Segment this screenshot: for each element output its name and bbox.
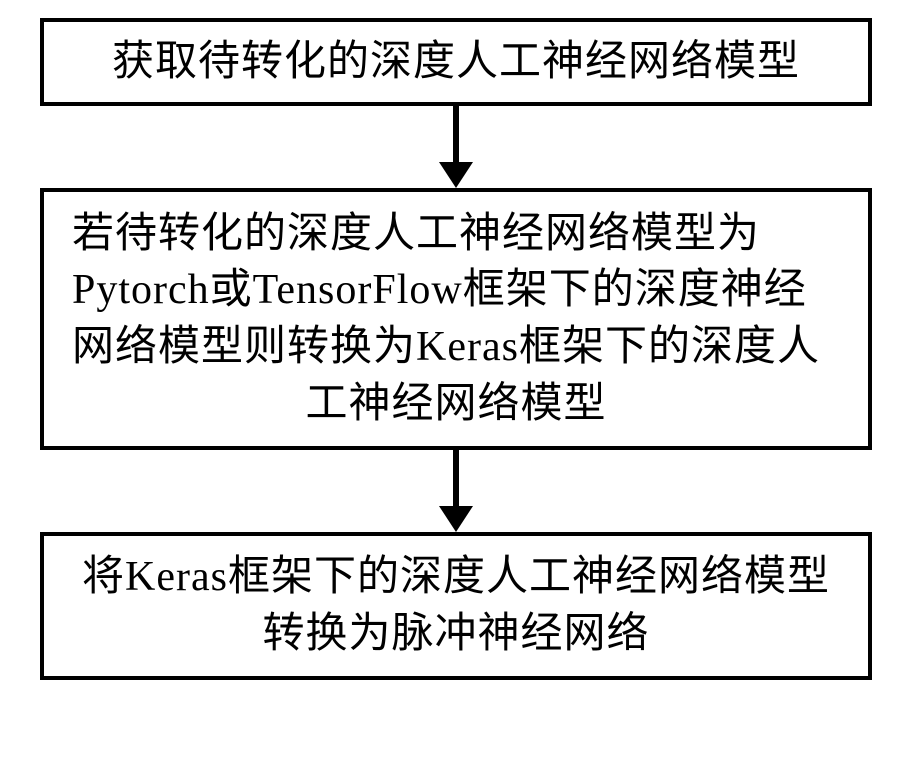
step2-text: 若待转化的深度人工神经网络模型为Pytorch或TensorFlow框架下的深度…	[72, 206, 840, 433]
arrow-2-to-3	[436, 450, 476, 532]
step3-text: 将Keras框架下的深度人工神经网络模型转换为脉冲神经网络	[72, 549, 840, 662]
arrow-down-icon	[436, 450, 476, 532]
flowchart-node-step2: 若待转化的深度人工神经网络模型为Pytorch或TensorFlow框架下的深度…	[40, 188, 872, 450]
flowchart-node-step3: 将Keras框架下的深度人工神经网络模型转换为脉冲神经网络	[40, 532, 872, 680]
flowchart-node-step1: 获取待转化的深度人工神经网络模型	[40, 18, 872, 106]
flowchart-container: 获取待转化的深度人工神经网络模型 若待转化的深度人工神经网络模型为Pytorch…	[0, 18, 912, 680]
arrow-down-icon	[436, 106, 476, 188]
arrow-1-to-2	[436, 106, 476, 188]
step1-text: 获取待转化的深度人工神经网络模型	[112, 34, 800, 91]
